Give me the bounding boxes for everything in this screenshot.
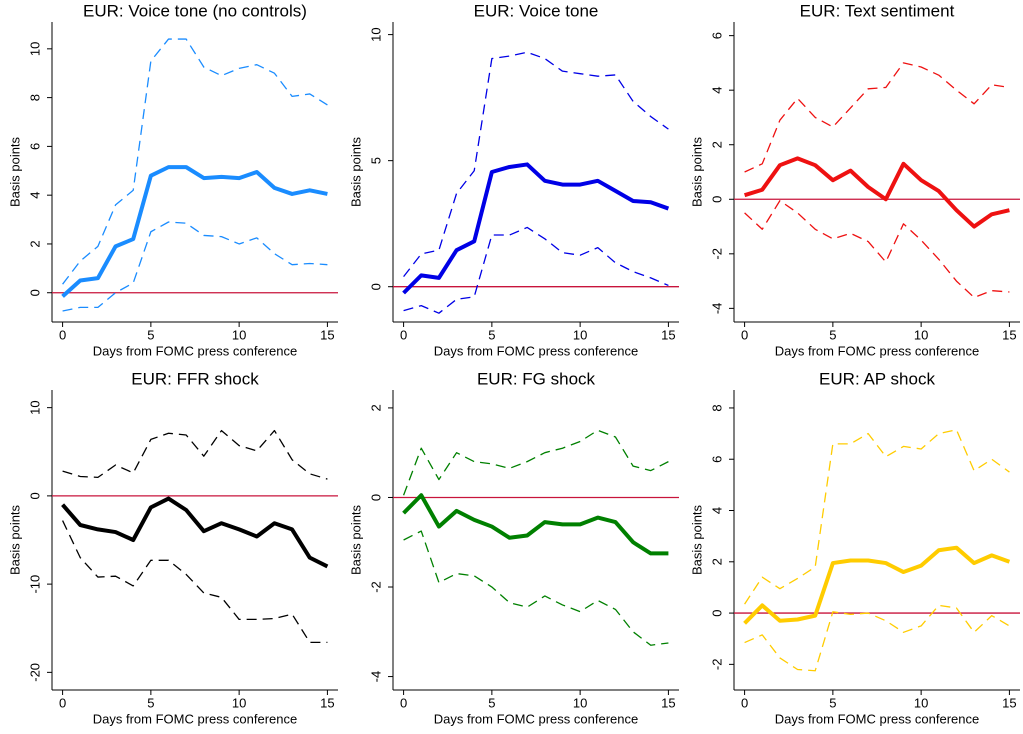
x-tick-label: 10 [232,327,246,342]
confidence-band-line [62,221,328,312]
x-tick-label: 10 [914,695,928,710]
x-axis-label: Days from FOMC press conference [93,343,297,358]
x-tick-label: 15 [661,327,675,342]
y-tick-label: 2 [709,558,724,565]
x-tick-label: 5 [488,327,495,342]
panel-title: EUR: FG shock [477,369,596,388]
confidence-band-line [744,429,1010,605]
y-axis-label: Basis points [689,504,704,575]
y-axis-label: Basis points [7,504,22,575]
y-tick-label: 0 [709,196,724,203]
x-tick-label: 15 [1002,695,1016,710]
x-tick-label: 5 [488,695,495,710]
panel-title: EUR: Voice tone (no controls) [83,1,307,20]
x-axis-label: Days from FOMC press conference [434,711,638,726]
y-axis-label: Basis points [348,136,363,207]
x-tick-label: 15 [661,695,675,710]
x-tick-label: 0 [59,695,66,710]
y-tick-label: 4 [709,87,724,94]
y-tick-label: 8 [709,404,724,411]
y-tick-label: 10 [368,27,383,41]
y-tick-label: 2 [709,141,724,148]
estimate-line [744,156,1010,229]
x-axis-label: Days from FOMC press conference [775,343,979,358]
x-tick-label: 0 [400,327,407,342]
panel: EUR: Voice tone 0 5 10 0 5 10 15 Days from FOMC … [348,1,679,358]
y-tick-label: 10 [27,42,42,56]
panel: EUR: Text sentiment -4 -2 0 2 4 6 0 5 10 15 Days fr… [689,1,1020,358]
x-tick-label: 5 [829,327,836,342]
y-tick-label: 4 [709,507,724,514]
y-tick-label: 2 [27,240,42,247]
panel-title: EUR: AP shock [819,369,935,388]
y-tick-label: -10 [27,575,42,594]
panel: EUR: FFR shock -20 -10 0 10 0 5 10 15 Days from F… [7,369,338,726]
x-tick-label: 0 [59,327,66,342]
panel: EUR: AP shock -2 0 2 4 6 8 0 5 10 15 Days from FOMC… [689,369,1020,726]
x-tick-label: 0 [741,695,748,710]
estimate-line [61,496,329,569]
x-axis-label: Days from FOMC press conference [93,711,297,726]
x-tick-label: 15 [320,327,334,342]
x-axis-label: Days from FOMC press conference [434,343,638,358]
y-tick-label: 6 [27,143,42,150]
confidence-band-line [62,38,328,285]
x-tick-label: 10 [573,695,587,710]
confidence-band-line [62,520,328,644]
y-tick-label: 8 [27,94,42,101]
x-axis-label: Days from FOMC press conference [775,711,979,726]
y-tick-label: 6 [709,456,724,463]
confidence-band-line [744,199,1010,299]
y-axis-label: Basis points [689,136,704,207]
y-tick-label: 2 [368,404,383,411]
confidence-band-line [62,429,328,480]
estimate-line [402,493,669,556]
y-tick-label: -20 [27,663,42,682]
confidence-band-line [403,226,669,314]
panel-title: EUR: Text sentiment [800,1,955,20]
x-tick-label: 10 [573,327,587,342]
y-tick-label: -2 [709,248,724,260]
y-tick-label: -2 [709,659,724,671]
y-tick-label: 0 [27,492,42,499]
y-tick-label: 0 [709,609,724,616]
y-axis-label: Basis points [348,504,363,575]
x-tick-label: 0 [400,695,407,710]
y-tick-label: 6 [709,32,724,39]
confidence-band-line [744,62,1010,173]
panel: EUR: FG shock -4 -2 0 2 0 5 10 15 Days from FOMC … [348,369,679,726]
confidence-band-line [403,51,669,278]
estimate-line [61,165,328,298]
confidence-band-line [403,530,669,646]
y-tick-label: 0 [368,494,383,501]
panel-title: EUR: Voice tone [474,1,599,20]
y-tick-label: 5 [368,157,383,164]
y-tick-label: 10 [27,400,42,414]
y-tick-label: 4 [27,192,42,199]
estimate-line [402,162,670,295]
confidence-band-line [744,604,1010,672]
x-tick-label: 15 [320,695,334,710]
panel-title: EUR: FFR shock [131,369,259,388]
confidence-band-line [402,429,669,496]
y-tick-label: 0 [27,289,42,296]
x-tick-label: 15 [1002,327,1016,342]
y-tick-label: -4 [368,671,383,683]
y-tick-label: -2 [368,581,383,593]
x-tick-label: 0 [741,327,748,342]
x-tick-label: 10 [232,695,246,710]
y-axis-label: Basis points [7,136,22,207]
x-tick-label: 5 [147,695,154,710]
x-tick-label: 5 [147,327,154,342]
estimate-line [743,545,1011,625]
y-tick-label: 0 [368,283,383,290]
x-tick-label: 5 [829,695,836,710]
panel: EUR: Voice tone (no controls) 0 2 4 6 8 10 0 5 10… [7,1,338,358]
y-tick-label: -4 [709,303,724,315]
x-tick-label: 10 [914,327,928,342]
